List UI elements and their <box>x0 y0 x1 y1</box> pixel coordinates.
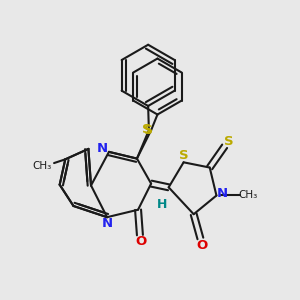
Text: N: N <box>101 218 112 230</box>
Text: O: O <box>135 235 147 248</box>
Text: N: N <box>97 142 108 154</box>
Text: O: O <box>196 239 207 252</box>
Text: S: S <box>143 124 152 137</box>
Text: N: N <box>217 187 228 200</box>
Text: S: S <box>142 123 152 136</box>
Text: CH₃: CH₃ <box>32 161 51 171</box>
Text: H: H <box>157 198 167 211</box>
Text: S: S <box>224 135 234 148</box>
Text: S: S <box>179 149 188 162</box>
Text: CH₃: CH₃ <box>238 190 257 200</box>
